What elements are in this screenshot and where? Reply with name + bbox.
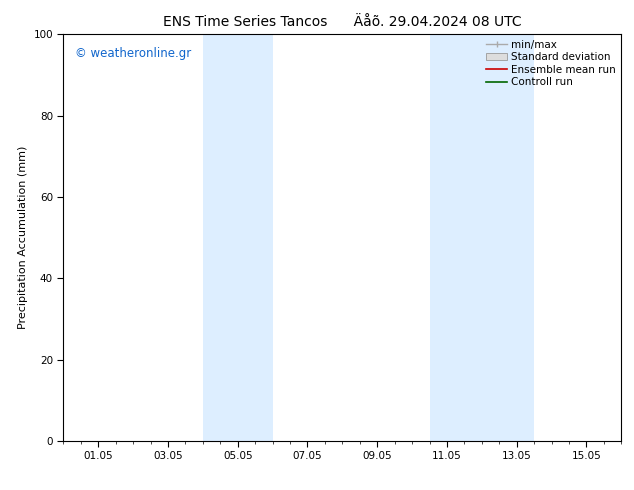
Title: ENS Time Series Tancos      Äåõ. 29.04.2024 08 UTC: ENS Time Series Tancos Äåõ. 29.04.2024 0… xyxy=(163,15,522,29)
Text: © weatheronline.gr: © weatheronline.gr xyxy=(75,47,191,59)
Y-axis label: Precipitation Accumulation (mm): Precipitation Accumulation (mm) xyxy=(18,146,28,329)
Legend: min/max, Standard deviation, Ensemble mean run, Controll run: min/max, Standard deviation, Ensemble me… xyxy=(484,37,618,89)
Bar xyxy=(429,34,534,441)
Bar xyxy=(203,34,273,441)
